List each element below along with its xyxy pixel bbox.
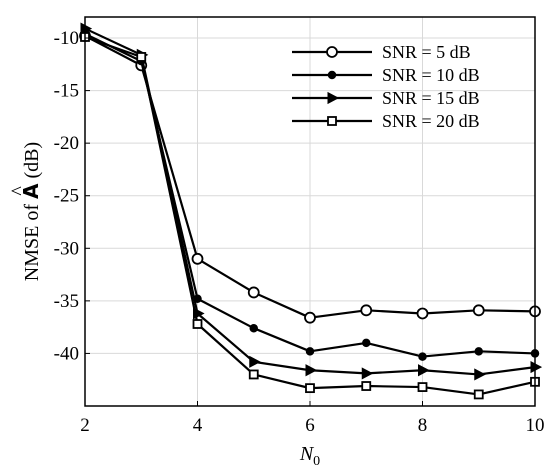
legend-item: SNR = 10 dB xyxy=(292,65,480,85)
svg-text:NMSE of A (dB): NMSE of A (dB) xyxy=(19,142,43,281)
legend-item: SNR = 15 dB xyxy=(292,88,480,108)
y-tick-label: -40 xyxy=(54,343,79,364)
data-point-dot xyxy=(474,347,483,356)
legend-label: SNR = 10 dB xyxy=(382,65,480,85)
y-tick-label: -15 xyxy=(54,81,79,102)
data-point-dot xyxy=(327,70,337,80)
legend-label: SNR = 20 dB xyxy=(382,111,480,131)
data-point-square xyxy=(305,383,315,394)
series-group xyxy=(79,22,543,400)
data-point-triangle xyxy=(474,368,486,381)
data-point-circle xyxy=(360,304,373,317)
x-axis-label: N0 xyxy=(299,443,320,469)
data-point-square xyxy=(327,116,337,126)
data-point-circle xyxy=(191,252,204,265)
x-tick-label: 8 xyxy=(418,415,428,436)
x-axis-label-subscript: 0 xyxy=(313,454,320,469)
axis-ticks: 2 4 6 8 10 -10 -15 -20 -25 -30 -35 -40 xyxy=(54,28,545,436)
legend: SNR = 5 dB SNR = 10 dB SNR = 15 dB SNR = 20… xyxy=(292,42,480,131)
legend-item: SNR = 5 dB xyxy=(292,42,471,62)
data-point-dot xyxy=(362,338,371,348)
data-point-circle xyxy=(247,286,260,299)
data-point-circle xyxy=(304,311,316,324)
y-axis-label: NMSE of A (dB) ^ xyxy=(8,142,43,281)
y-tick-label: -20 xyxy=(54,133,79,154)
data-point-dot xyxy=(305,347,315,356)
data-point-square xyxy=(136,52,147,62)
data-point-square xyxy=(248,369,259,380)
y-tick-label: -25 xyxy=(54,186,79,207)
data-point-square xyxy=(417,382,428,392)
data-point-triangle xyxy=(361,367,374,380)
data-point-triangle xyxy=(418,364,430,377)
y-axis-label-symbol: A xyxy=(19,183,43,199)
x-tick-label: 2 xyxy=(80,415,90,436)
data-point-triangle xyxy=(305,364,318,377)
data-point-triangle xyxy=(530,361,543,374)
y-tick-label: -10 xyxy=(54,28,79,49)
data-point-triangle xyxy=(327,91,340,105)
x-tick-label: 4 xyxy=(193,415,203,436)
x-tick-label: 6 xyxy=(305,415,315,436)
x-tick-label: 10 xyxy=(526,415,545,436)
y-tick-label: -30 xyxy=(54,238,79,259)
y-axis-label-suffix: (dB) xyxy=(21,142,43,184)
y-axis-label-prefix: NMSE of xyxy=(21,199,43,281)
data-point-square xyxy=(192,319,203,329)
legend-item: SNR = 20 dB xyxy=(292,111,480,131)
data-point-circle xyxy=(326,46,338,58)
legend-label: SNR = 15 dB xyxy=(382,88,480,108)
data-point-square xyxy=(361,381,372,391)
y-axis-label-hat: ^ xyxy=(8,186,30,196)
data-point-circle xyxy=(472,304,485,317)
data-point-triangle xyxy=(249,355,261,368)
x-axis-label-main: N xyxy=(299,443,315,465)
y-tick-label: -35 xyxy=(54,291,79,312)
data-point-square xyxy=(473,389,484,400)
data-point-dot xyxy=(249,323,258,333)
legend-label: SNR = 5 dB xyxy=(382,42,471,62)
data-point-dot xyxy=(418,352,427,361)
data-point-circle xyxy=(416,307,429,320)
data-point-triangle xyxy=(80,22,93,35)
